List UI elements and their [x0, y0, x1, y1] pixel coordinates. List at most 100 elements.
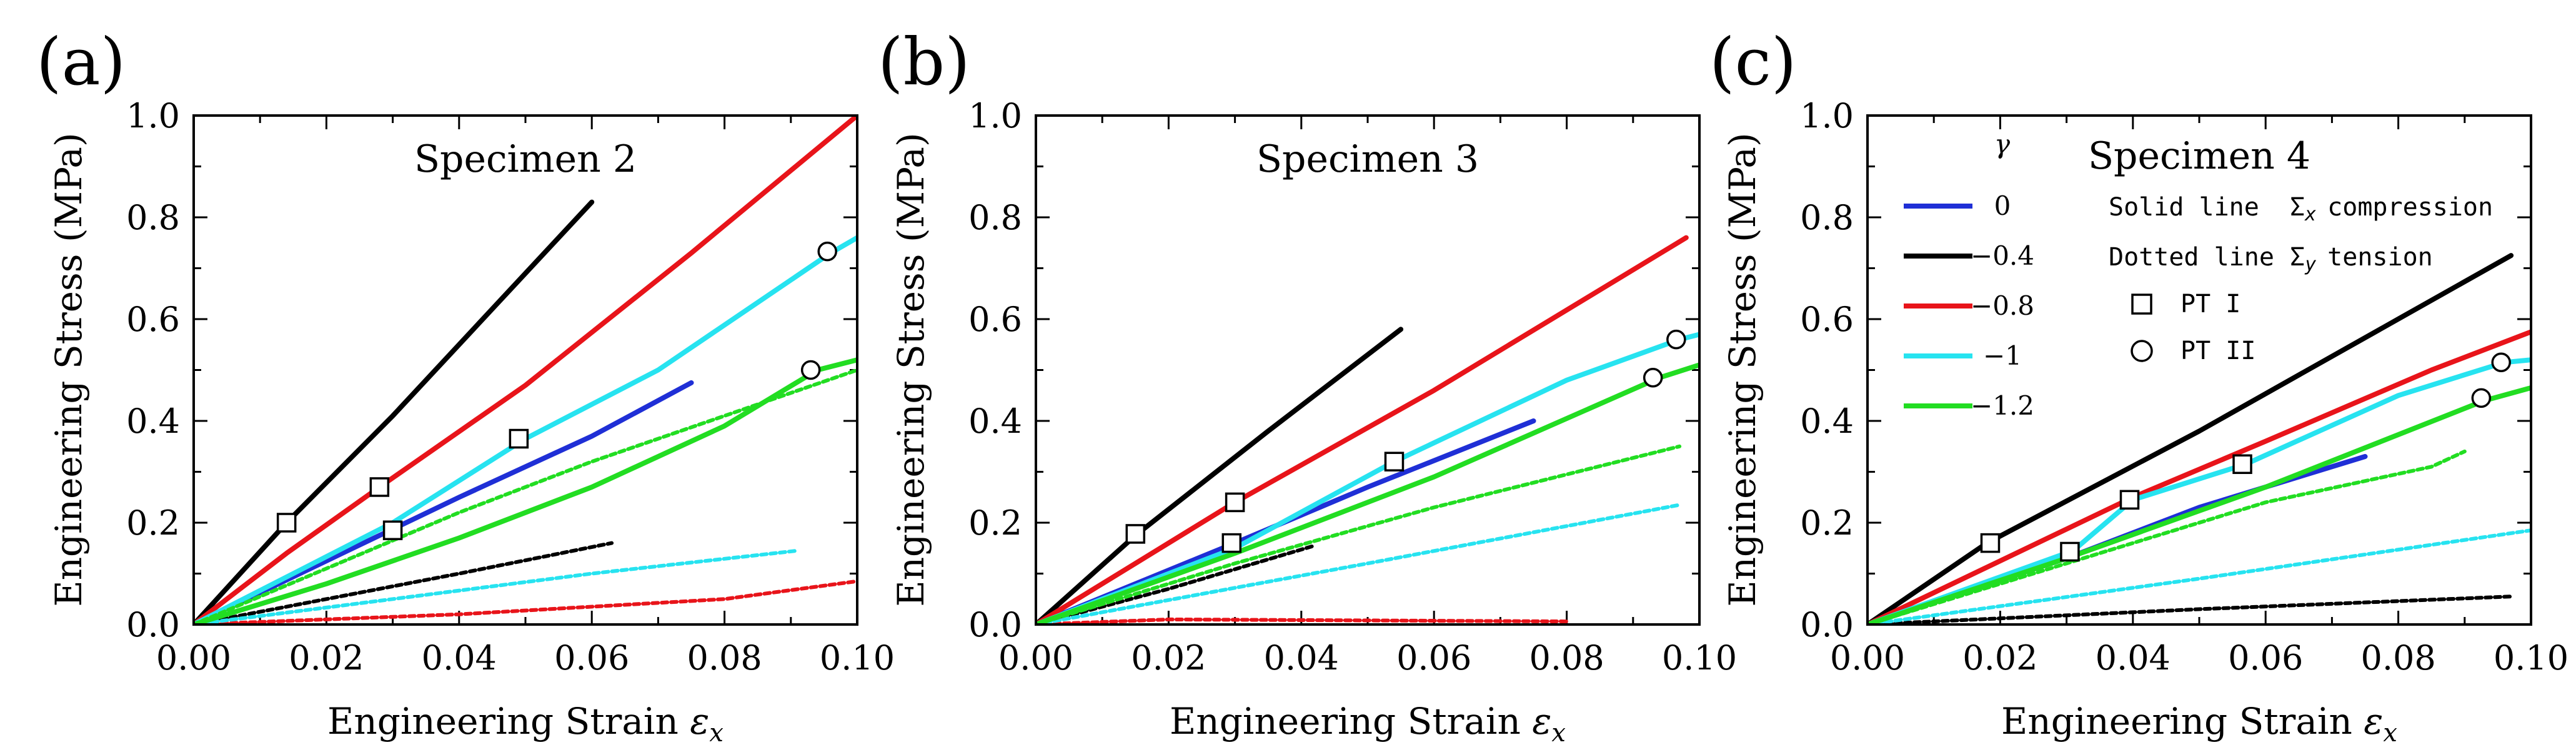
x-tick-label: 0.10: [1662, 638, 1737, 678]
marker-circle-a-4: [817, 241, 837, 262]
legend-dotted-sym: Σ: [2290, 243, 2305, 272]
series-line-b-1: [1036, 327, 1404, 624]
marker-square-b-0: [1125, 524, 1146, 544]
x-tick-label: 0.10: [820, 638, 895, 678]
x-tick-label: 0.08: [687, 638, 762, 678]
marker-circle-b-4: [1666, 329, 1686, 350]
y-tick-label: 0.8: [968, 198, 1022, 237]
legend-solid-sub: x: [2304, 204, 2316, 225]
x-tick-label: 0.00: [1830, 638, 1905, 678]
panel-c: (c) Engineering Stress (MPa) Engineering…: [1709, 24, 2569, 748]
series-line-b-7: [1036, 362, 1699, 624]
y-tick-label: 1.0: [126, 96, 180, 136]
y-tick-label: 0.0: [126, 605, 180, 644]
legend-dotted-desc: Σy tension: [2290, 243, 2433, 275]
series-line-b-5: [1036, 332, 1699, 624]
y-tick-label: 1.0: [968, 96, 1022, 136]
legend-dotted-label: Dotted line: [2109, 243, 2274, 272]
axes-frame-b: [1035, 114, 1701, 626]
legend-value-4: −1.2: [1971, 390, 2034, 421]
series-line-a-6: [194, 548, 800, 624]
series-line-c-5: [1867, 528, 2531, 624]
legend-value-2: −0.8: [1971, 290, 2034, 321]
x-tick-label: 0.06: [1396, 638, 1471, 678]
x-tick-label: 0.10: [2494, 638, 2569, 678]
y-tick-label: 0.0: [968, 605, 1022, 644]
y-tick-label: 0.4: [126, 402, 180, 441]
xlabel-c-symbol: ε: [2364, 700, 2383, 743]
title-b: Specimen 3: [1256, 137, 1479, 181]
y-tick-label: 0.2: [968, 503, 1022, 543]
x-tick-label: 0.00: [998, 638, 1073, 678]
xlabel-b-sub: x: [1551, 719, 1566, 748]
y-tick-label: 1.0: [1800, 96, 1854, 136]
xlabel-a-text: Engineering Strain: [327, 700, 679, 743]
series-line-a-7: [194, 357, 857, 624]
series-line-b-2: [1036, 543, 1316, 624]
y-tick-label: 0.4: [1800, 402, 1854, 441]
xlabel-c-sub: x: [2383, 719, 2397, 748]
x-tick-label: 0.06: [2228, 638, 2303, 678]
ylabel-c: Engineering Stress (MPa): [1721, 132, 1764, 606]
markers-b: [1125, 329, 1686, 553]
panel-letter-b: (b): [878, 24, 970, 100]
x-tick-label: 0.02: [1962, 638, 2037, 678]
series-line-c-2: [1867, 595, 2514, 624]
series-a: [194, 116, 857, 624]
ticks-b: 0.00 0.02 0.04 0.06 0.08 0.10 0.0 0.2 0.4 0.6 0.8 1…: [968, 96, 1737, 678]
y-tick-label: 0.0: [1800, 605, 1854, 644]
x-tick-label: 0.02: [1131, 638, 1206, 678]
legend-value-1: −0.4: [1971, 240, 2034, 271]
xlabel-c: Engineering Strain εx: [2001, 700, 2397, 748]
x-tick-label: 0.08: [2360, 638, 2435, 678]
xlabel-b-symbol: ε: [1532, 700, 1551, 743]
x-tick-label: 0.04: [422, 638, 497, 678]
legend-pt1-label: PT I: [2181, 290, 2240, 318]
marker-square-a-3: [509, 428, 529, 449]
xlabel-c-text: Engineering Strain: [2001, 700, 2352, 743]
series-line-c-3: [1867, 329, 2531, 624]
legend-solid-desc: Σx compression: [2290, 193, 2493, 225]
legend-dotted-sub: y: [2304, 254, 2316, 275]
title-a: Specimen 2: [414, 137, 637, 181]
markers-a: [276, 241, 837, 540]
series-line-b-6: [1036, 503, 1682, 624]
panel-a: (a) Engineering Stress (MPa) Engineering…: [36, 24, 895, 748]
axes-frame-c: [1866, 114, 2532, 626]
y-tick-label: 0.4: [968, 402, 1022, 441]
axes-frame-a: [192, 114, 858, 626]
y-tick-label: 0.2: [1800, 503, 1854, 543]
legend-dotted-text: tension: [2327, 243, 2433, 272]
series-line-a-4: [194, 579, 857, 624]
panel-letter-a: (a): [36, 24, 126, 100]
series-line-b-3: [1036, 235, 1689, 624]
marker-square-c-1: [2060, 541, 2080, 562]
series-line-a-2: [194, 541, 614, 624]
marker-square-a-0: [276, 513, 297, 533]
y-tick-label: 0.2: [126, 503, 180, 543]
x-tick-label: 0.08: [1529, 638, 1604, 678]
series-line-b-4: [1036, 617, 1569, 624]
marker-square-c-3: [2232, 454, 2252, 475]
x-tick-label: 0.04: [2096, 638, 2171, 678]
x-tick-label: 0.00: [156, 638, 231, 678]
legend-value-3: −1: [1983, 340, 2022, 371]
legend: γ 0 −0.4 −0.8 −1 −1.2 Solid line Σx compressi…: [1904, 129, 2493, 421]
panel-b: (b) Engineering Stress (MPa) Engineering…: [878, 24, 1737, 748]
ticks-a: 0.00 0.02 0.04 0.06 0.08 0.10 0.0 0.2 0.4 0.6 0.8 1…: [126, 96, 895, 678]
legend-solid-sym: Σ: [2290, 193, 2305, 222]
xlabel-a-symbol: ε: [690, 700, 709, 743]
x-tick-label: 0.04: [1264, 638, 1339, 678]
marker-circle-c-4: [2491, 352, 2511, 373]
marker-square-b-2: [1221, 533, 1242, 553]
marker-square-b-3: [1384, 452, 1405, 471]
marker-circle-b-5: [1643, 367, 1663, 388]
panel-letter-c: (c): [1709, 24, 1796, 100]
ylabel-a: Engineering Stress (MPa): [47, 132, 90, 606]
ticks-c: 0.00 0.02 0.04 0.06 0.08 0.10 0.0 0.2 0.4 0.6 0.8 1…: [1800, 96, 2569, 678]
marker-square-a-1: [369, 477, 390, 497]
legend-pt2-label: PT II: [2181, 337, 2255, 365]
ylabel-b: Engineering Stress (MPa): [890, 132, 932, 606]
xlabel-b-text: Engineering Strain: [1170, 700, 1521, 743]
series-line-a-8: [194, 368, 857, 624]
